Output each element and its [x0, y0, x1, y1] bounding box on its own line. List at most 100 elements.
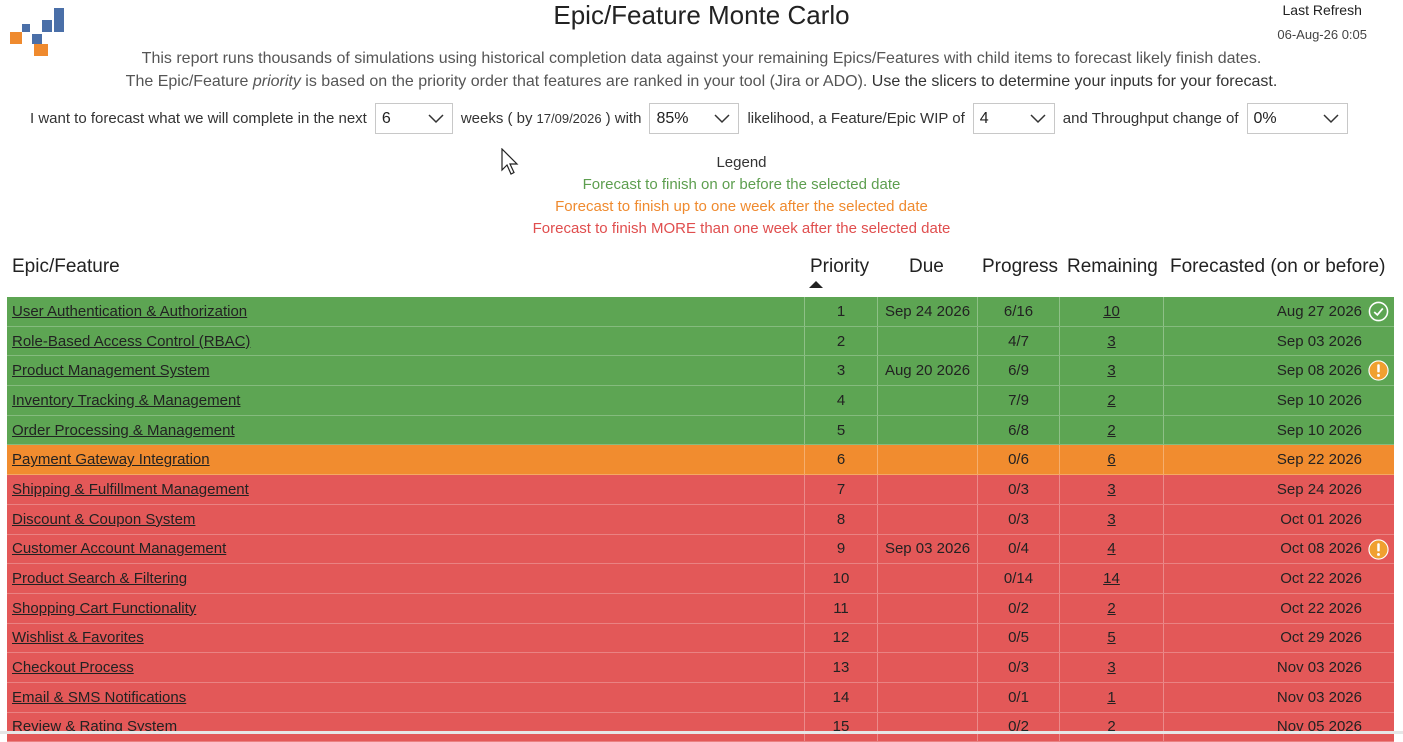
warning-icon [1368, 360, 1389, 381]
remaining-link[interactable]: 4 [1059, 534, 1163, 564]
epic-link[interactable]: Payment Gateway Integration [12, 451, 210, 469]
progress-cell: 0/5 [977, 623, 1059, 653]
header-forecasted[interactable]: Forecasted (on or before) [1170, 256, 1386, 277]
controls-text-3: ) with [605, 110, 642, 127]
progress-cell: 6/9 [977, 356, 1059, 386]
epic-link[interactable]: Wishlist & Favorites [12, 629, 144, 647]
epic-link[interactable]: Role-Based Access Control (RBAC) [12, 332, 251, 350]
forecast-date: Oct 22 2026 [1280, 599, 1362, 617]
epic-link[interactable]: Email & SMS Notifications [12, 688, 187, 706]
chevron-down-icon [428, 113, 444, 123]
forecast-cell: Aug 27 2026 [1163, 297, 1394, 326]
epic-link[interactable]: Order Processing & Management [12, 421, 235, 439]
remaining-link[interactable]: 10 [1059, 297, 1163, 326]
due-cell [877, 386, 977, 415]
remaining-link[interactable]: 3 [1059, 356, 1163, 386]
due-cell [877, 653, 977, 682]
priority-cell: 8 [804, 504, 877, 534]
table-row: Checkout Process 13 0/3 3 Nov 03 2026 [7, 653, 1394, 683]
epic-link[interactable]: Shopping Cart Functionality [12, 599, 197, 617]
progress-cell: 6/8 [977, 415, 1059, 445]
epic-link[interactable]: User Authentication & Authorization [12, 302, 248, 320]
table-row: Order Processing & Management 5 6/8 2 Sep 10… [7, 415, 1394, 446]
header-progress[interactable]: Progress [982, 256, 1059, 277]
due-cell [877, 504, 977, 534]
remaining-link[interactable]: 2 [1059, 386, 1163, 415]
remaining-link[interactable]: 3 [1059, 326, 1163, 356]
progress-cell: 0/3 [977, 475, 1059, 504]
page-title: Epic/Feature Monte Carlo [553, 0, 850, 30]
remaining-link[interactable]: 2 [1059, 712, 1163, 742]
progress-cell: 0/6 [977, 445, 1059, 475]
table-row: Payment Gateway Integration 6 0/6 6 Sep 22 2… [7, 445, 1394, 476]
legend-orange: Forecast to finish up to one week after … [555, 198, 928, 215]
priority-emphasis: priority [252, 73, 301, 90]
weeks-dropdown[interactable]: 6 [374, 103, 453, 134]
progress-cell: 0/2 [977, 593, 1059, 623]
header-epic-feature[interactable]: Epic/Feature [12, 256, 120, 277]
throughput-dropdown[interactable]: 0% [1246, 103, 1348, 134]
app-logo [10, 8, 66, 56]
warning-icon [1368, 538, 1389, 560]
last-refresh: Last Refresh 06-Aug-26 0:05 [1277, 2, 1367, 42]
controls-text-2: weeks ( by [460, 110, 533, 127]
header-due[interactable]: Due [909, 256, 944, 277]
table-row: Shipping & Fulfillment Management 7 0/3 3 Se… [7, 475, 1394, 505]
forecast-cell: Oct 22 2026 [1163, 593, 1394, 623]
remaining-link[interactable]: 1 [1059, 682, 1163, 712]
epic-link[interactable]: Shipping & Fulfillment Management [12, 480, 249, 498]
mouse-cursor-icon [501, 148, 519, 175]
priority-cell: 12 [804, 623, 877, 653]
forecast-date: Sep 24 2026 [1276, 480, 1362, 498]
remaining-link[interactable]: 2 [1059, 415, 1163, 445]
forecast-date: Sep 10 2026 [1276, 391, 1362, 409]
progress-cell: 0/14 [977, 564, 1059, 593]
header-remaining[interactable]: Remaining [1067, 256, 1158, 277]
table-row: Discount & Coupon System 8 0/3 3 Oct 01 2026 [7, 504, 1394, 535]
table-row: Shopping Cart Functionality 11 0/2 2 Oct 22 … [7, 593, 1394, 624]
wip-dropdown[interactable]: 4 [972, 103, 1055, 134]
due-cell [877, 475, 977, 504]
due-cell: Aug 20 2026 [877, 356, 977, 386]
remaining-link[interactable]: 2 [1059, 593, 1163, 623]
forecast-cell: Nov 05 2026 [1163, 712, 1394, 742]
table-row: Email & SMS Notifications 14 0/1 1 Nov 03 20… [7, 682, 1394, 713]
remaining-link[interactable]: 3 [1059, 475, 1163, 504]
description-text-2: is based on the priority order that feat… [300, 73, 872, 90]
remaining-link[interactable]: 6 [1059, 445, 1163, 475]
epic-link[interactable]: Product Management System [12, 362, 210, 380]
due-cell [877, 712, 977, 742]
forecast-cell: Nov 03 2026 [1163, 653, 1394, 682]
forecast-cell: Sep 03 2026 [1163, 326, 1394, 356]
due-cell [877, 682, 977, 712]
epic-link[interactable]: Inventory Tracking & Management [12, 391, 241, 409]
likelihood-dropdown[interactable]: 85% [649, 103, 740, 134]
forecast-cell: Oct 29 2026 [1163, 623, 1394, 653]
epic-link[interactable]: Discount & Coupon System [12, 510, 196, 528]
priority-cell: 4 [804, 386, 877, 415]
controls-text-1: I want to forecast what we will complete… [30, 110, 367, 127]
progress-cell: 0/2 [977, 712, 1059, 742]
epic-link[interactable]: Checkout Process [12, 659, 134, 677]
table-row: Wishlist & Favorites 12 0/5 5 Oct 29 2026 [7, 623, 1394, 654]
remaining-link[interactable]: 5 [1059, 623, 1163, 653]
priority-cell: 13 [804, 653, 877, 682]
chevron-down-icon [1322, 113, 1339, 123]
epic-link[interactable]: Product Search & Filtering [12, 570, 188, 588]
remaining-link[interactable]: 3 [1059, 504, 1163, 534]
header-priority[interactable]: Priority [810, 256, 870, 277]
progress-cell: 7/9 [977, 386, 1059, 415]
forecast-cell: Sep 24 2026 [1163, 475, 1394, 504]
last-refresh-date: 06-Aug-26 0:05 [1277, 27, 1367, 42]
weeks-value: 6 [381, 109, 391, 127]
forecast-cell: Oct 22 2026 [1163, 564, 1394, 593]
epic-link[interactable]: Review & Rating System [12, 718, 178, 736]
priority-cell: 11 [804, 593, 877, 623]
remaining-link[interactable]: 14 [1059, 564, 1163, 593]
remaining-link[interactable]: 3 [1059, 653, 1163, 682]
epic-link[interactable]: Customer Account Management [12, 540, 227, 558]
forecast-date: Sep 22 2026 [1276, 451, 1362, 469]
due-cell [877, 623, 977, 653]
priority-cell: 15 [804, 712, 877, 742]
legend: Legend Forecast to finish on or before t… [0, 152, 1403, 240]
